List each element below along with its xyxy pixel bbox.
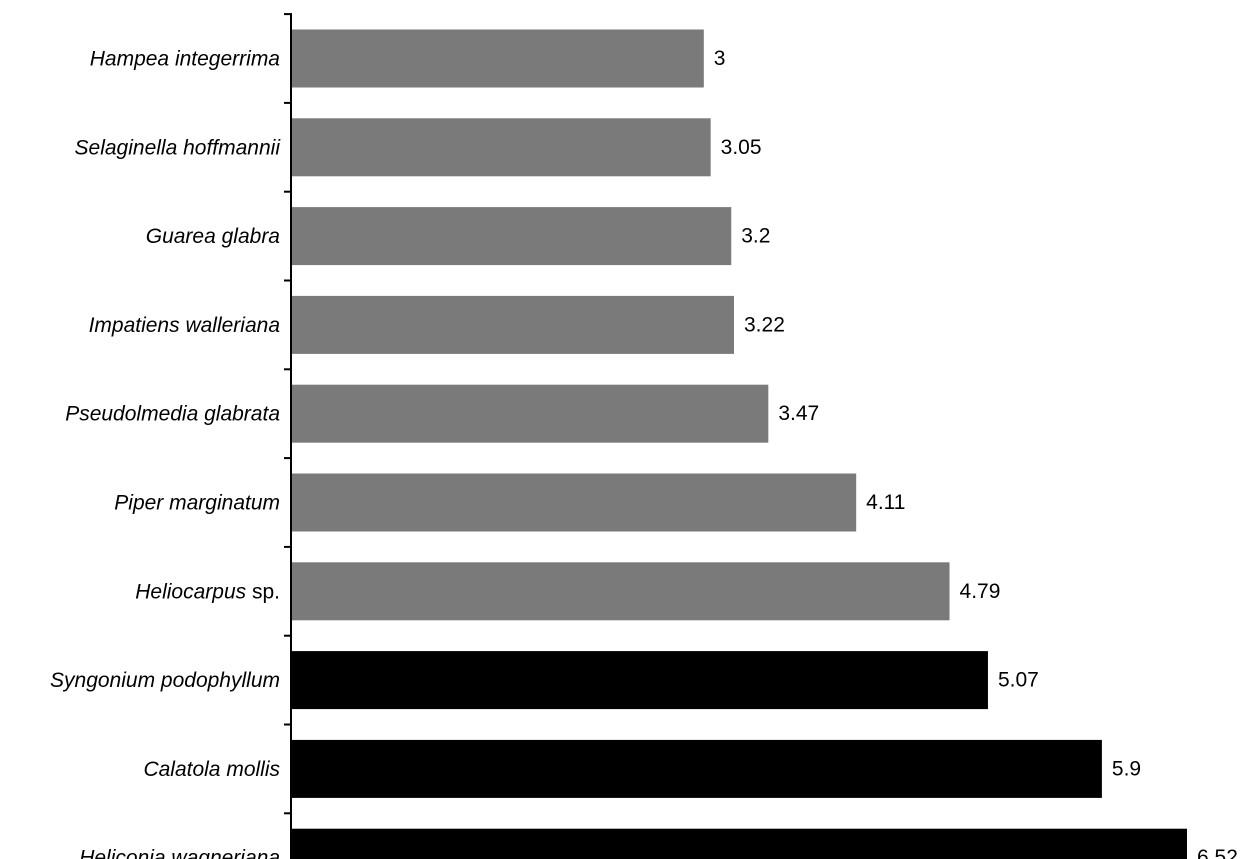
category-label: Heliocarpus sp. bbox=[135, 580, 280, 603]
bar bbox=[292, 118, 711, 177]
bar bbox=[292, 562, 950, 621]
category-label: Syngonium podophyllum bbox=[50, 669, 280, 692]
bar bbox=[292, 828, 1187, 859]
data-label: 3.22 bbox=[744, 313, 785, 336]
category-labels-layer: Hampea integerrima Selaginella hoffmannii… bbox=[50, 47, 281, 859]
data-label: 6.52 bbox=[1197, 846, 1238, 859]
bar bbox=[292, 473, 857, 532]
data-label: 3.05 bbox=[721, 136, 762, 159]
category-label: Guarea glabra bbox=[146, 225, 280, 248]
data-label: 3.47 bbox=[778, 402, 819, 425]
bar bbox=[292, 295, 735, 354]
bars-layer bbox=[292, 29, 1187, 859]
data-label: 5.9 bbox=[1112, 757, 1141, 780]
bar bbox=[292, 651, 988, 710]
bar bbox=[292, 207, 732, 266]
category-label: Impatiens walleriana bbox=[89, 313, 280, 336]
category-label: Hampea integerrima bbox=[90, 47, 280, 70]
value-labels-layer: 3 3.05 3.2 3.22 3.47 4.11 4.79 5.07 5.9 6.52 bbox=[714, 47, 1238, 859]
data-label: 5.07 bbox=[998, 669, 1039, 692]
category-label: Piper marginatum bbox=[114, 491, 280, 514]
data-label: 3.2 bbox=[741, 225, 770, 248]
bar bbox=[292, 29, 704, 88]
bar bbox=[292, 384, 769, 443]
category-label: Pseudolmedia glabrata bbox=[65, 402, 280, 425]
bar bbox=[292, 739, 1102, 798]
data-label: 4.11 bbox=[866, 491, 905, 514]
data-label: 4.79 bbox=[960, 580, 1001, 603]
category-label: Heliconia wagneriana bbox=[79, 846, 280, 859]
data-label: 3 bbox=[714, 47, 726, 70]
category-label: Calatola mollis bbox=[143, 757, 280, 780]
category-label: Selaginella hoffmannii bbox=[75, 136, 282, 159]
